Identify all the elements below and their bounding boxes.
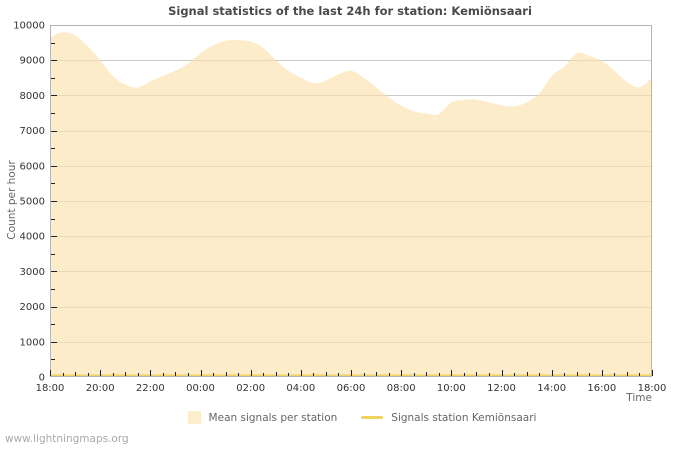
y-axis-title: Count per hour bbox=[6, 160, 18, 240]
svg-text:5000: 5000 bbox=[20, 197, 45, 208]
plot-border bbox=[50, 25, 652, 377]
svg-text:7000: 7000 bbox=[20, 126, 45, 137]
svg-text:4000: 4000 bbox=[20, 232, 45, 243]
svg-text:0: 0 bbox=[39, 373, 45, 384]
chart-title: Signal statistics of the last 24h for st… bbox=[168, 4, 532, 18]
svg-text:10000: 10000 bbox=[13, 21, 45, 32]
svg-text:12:00: 12:00 bbox=[487, 383, 516, 394]
svg-text:00:00: 00:00 bbox=[186, 383, 215, 394]
svg-text:3000: 3000 bbox=[20, 267, 45, 278]
svg-text:18:00: 18:00 bbox=[36, 383, 65, 394]
svg-text:10:00: 10:00 bbox=[437, 383, 466, 394]
legend-area-label: Mean signals per station bbox=[208, 411, 338, 424]
svg-text:02:00: 02:00 bbox=[236, 383, 265, 394]
watermark: www.lightningmaps.org bbox=[5, 433, 129, 445]
legend-line-label: Signals station Kemiönsaari bbox=[391, 411, 537, 424]
svg-text:6000: 6000 bbox=[20, 161, 45, 172]
svg-text:06:00: 06:00 bbox=[337, 383, 366, 394]
svg-text:14:00: 14:00 bbox=[537, 383, 566, 394]
svg-text:16:00: 16:00 bbox=[587, 383, 616, 394]
svg-text:9000: 9000 bbox=[20, 56, 45, 67]
svg-text:22:00: 22:00 bbox=[136, 383, 165, 394]
svg-text:18:00: 18:00 bbox=[638, 383, 667, 394]
axis-ticks bbox=[50, 43, 653, 376]
svg-text:1000: 1000 bbox=[20, 337, 45, 348]
axis-tick-labels: 0 1000 2000 3000 4000 5000 6000 7000 8000 9000 100… bbox=[13, 21, 666, 395]
x-axis-title: Time bbox=[626, 392, 652, 404]
legend-area-swatch-icon bbox=[187, 411, 201, 424]
legend-line-swatch-icon bbox=[361, 416, 384, 419]
svg-text:08:00: 08:00 bbox=[387, 383, 416, 394]
svg-text:20:00: 20:00 bbox=[86, 383, 115, 394]
svg-text:2000: 2000 bbox=[20, 302, 45, 313]
legend: Mean signals per station Signals station… bbox=[12, 411, 700, 424]
svg-text:04:00: 04:00 bbox=[286, 383, 315, 394]
area-series bbox=[50, 32, 652, 378]
svg-text:8000: 8000 bbox=[20, 91, 45, 102]
